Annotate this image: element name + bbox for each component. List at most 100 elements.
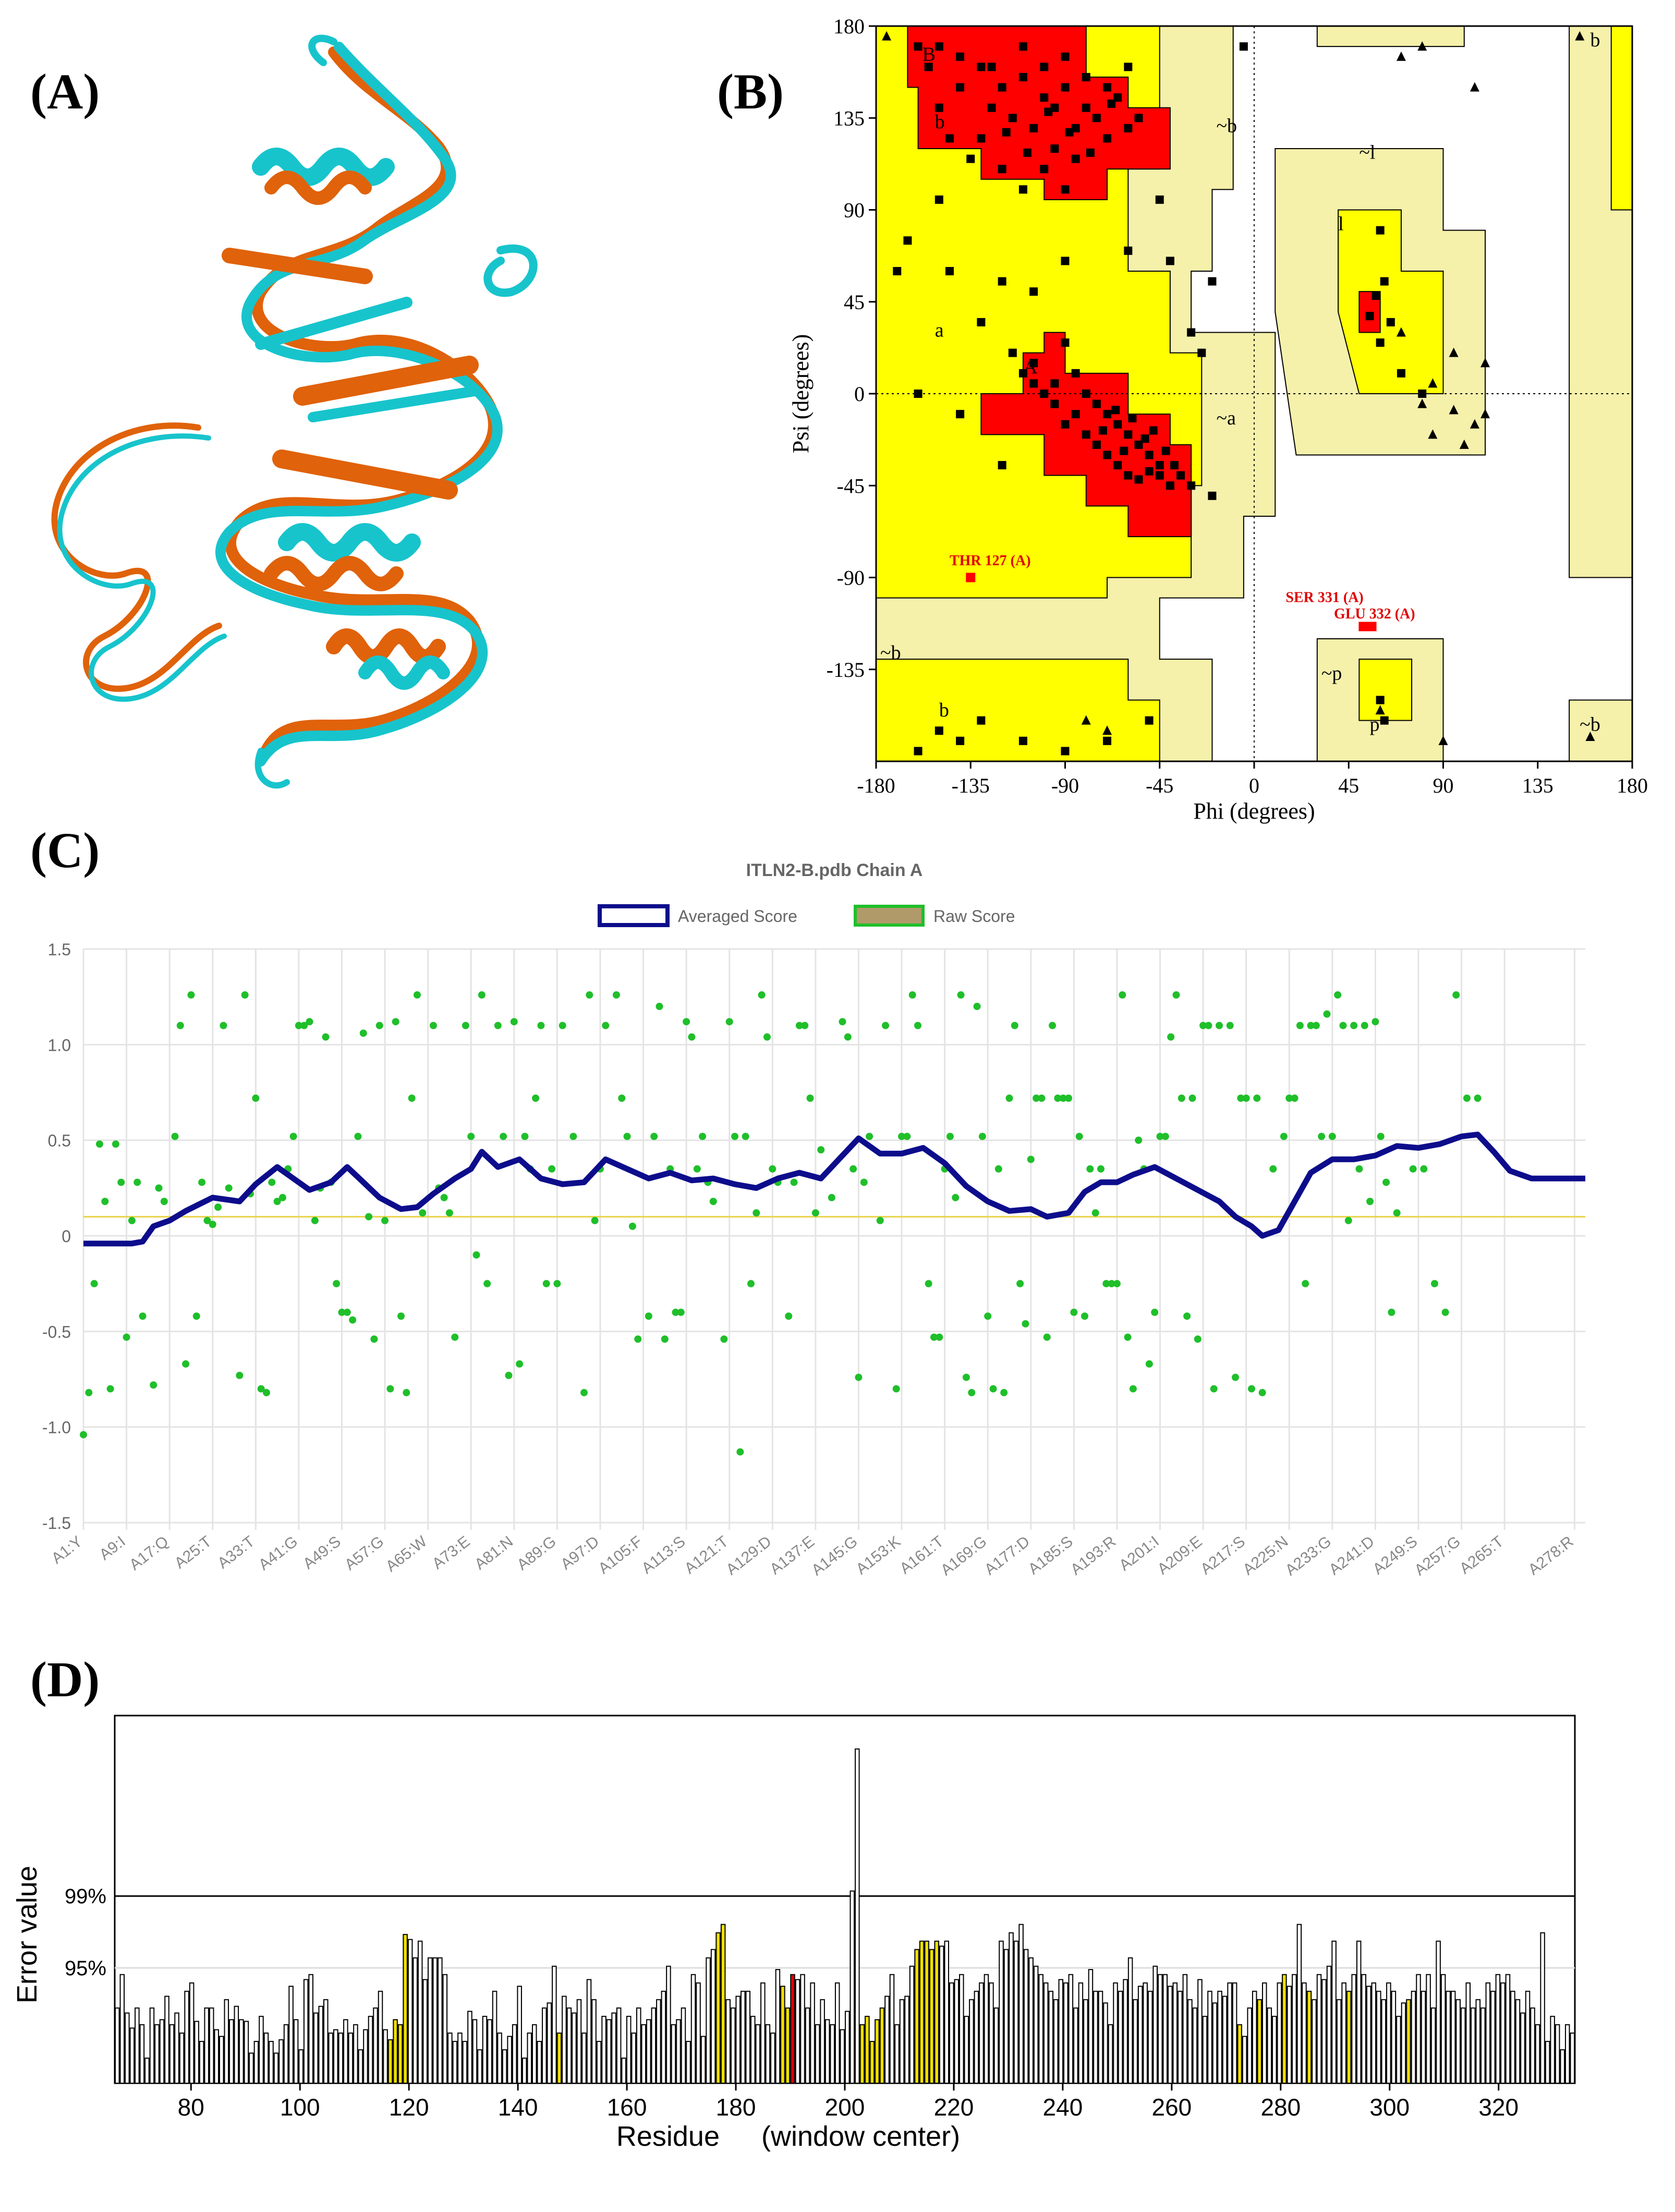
- rama-residue-point: [1040, 93, 1049, 102]
- rama-region-label: B: [923, 44, 936, 66]
- raw-score-point: [521, 1133, 529, 1140]
- score-x-tick-label: A177:D: [981, 1533, 1033, 1579]
- raw-score-point: [343, 1308, 351, 1316]
- raw-score-point: [1065, 1095, 1073, 1102]
- raw-score-point: [656, 1003, 663, 1010]
- raw-score-point: [903, 1133, 911, 1140]
- errat-bar: [1227, 1982, 1232, 2084]
- errat-bar: [934, 1940, 939, 2084]
- raw-score-point: [176, 1022, 184, 1029]
- rama-residue-point: [1061, 52, 1070, 61]
- errat-bar: [363, 2029, 368, 2084]
- raw-score-point: [984, 1312, 992, 1320]
- raw-score-point: [1172, 991, 1180, 999]
- errat-bar: [1331, 1940, 1337, 2084]
- raw-score-point: [381, 1217, 389, 1224]
- raw-score-point: [300, 1022, 308, 1029]
- raw-score-point: [171, 1133, 179, 1140]
- score-x-tick-label: A105:F: [595, 1533, 646, 1578]
- errat-bar: [512, 2024, 517, 2084]
- rama-glycine-point: [1102, 725, 1112, 735]
- raw-score-point: [855, 1374, 863, 1381]
- errat-bar: [1058, 1979, 1064, 2084]
- raw-score-point: [612, 991, 620, 999]
- rama-residue-point: [1086, 148, 1095, 157]
- rama-residue-point: [945, 134, 954, 143]
- raw-score-point: [1054, 1095, 1062, 1102]
- raw-score-point: [1086, 1165, 1094, 1173]
- raw-score-point: [795, 1022, 803, 1029]
- errat-bar: [417, 1940, 423, 2084]
- errat-bar: [745, 1990, 751, 2084]
- raw-score-point: [839, 1018, 846, 1026]
- rama-glycine-point: [1480, 358, 1490, 368]
- errat-bar: [1282, 1974, 1287, 2084]
- raw-score-point: [1027, 1156, 1035, 1163]
- errat-bar: [730, 2007, 736, 2084]
- errat-bar: [1098, 1990, 1103, 2084]
- raw-score-point: [445, 1209, 453, 1217]
- rama-glycine-point: [1585, 732, 1595, 741]
- errat-bar: [1416, 1974, 1421, 2084]
- errat-bar: [720, 1924, 726, 2084]
- errat-bar: [1485, 1982, 1491, 2084]
- cyan-helix-1: [252, 148, 395, 186]
- rama-residue-point: [1008, 114, 1017, 123]
- errat-bar: [442, 1974, 448, 2084]
- rama-region-label: ~l: [1359, 142, 1375, 164]
- errat-bar: [487, 2019, 492, 2084]
- rama-glycine-point: [882, 31, 892, 41]
- errat-bar: [859, 2024, 865, 2084]
- raw-score-point: [365, 1213, 373, 1221]
- raw-score-point: [1382, 1178, 1390, 1186]
- raw-score-point: [1237, 1095, 1245, 1102]
- raw-score-point: [1463, 1095, 1471, 1102]
- rama-residue-point: [1103, 134, 1112, 143]
- rama-residue-point: [1071, 410, 1080, 419]
- raw-score-point: [123, 1333, 130, 1341]
- rama-outlier-label: THR 127 (A): [950, 553, 1031, 569]
- errat-bar: [343, 2019, 348, 2084]
- error-value-chart: 99% 95% 80 100 120 140 160 180 200 220 240 260 280 30…: [11, 1715, 1576, 2152]
- errat-bar: [939, 1946, 944, 2084]
- errat-bar: [621, 2057, 626, 2084]
- rama-residue-point: [1092, 399, 1101, 408]
- score-x-tick-label: A9:I: [96, 1533, 129, 1564]
- rama-region-label: b: [935, 111, 945, 133]
- rama-residue-point: [914, 747, 923, 756]
- errat-bar: [1217, 1990, 1222, 2084]
- rama-y-tick-label: -90: [837, 566, 865, 590]
- rama-residue-point: [934, 103, 943, 112]
- orange-helix-3: [326, 628, 446, 665]
- errat-bar: [1545, 2040, 1550, 2084]
- raw-score-point: [268, 1178, 276, 1186]
- raw-score-point: [1145, 1360, 1153, 1368]
- raw-score-point: [650, 1133, 658, 1140]
- raw-score-point: [618, 1095, 626, 1102]
- rama-residue-point: [1050, 103, 1059, 112]
- errat-x-tick-label: 180: [716, 2094, 756, 2121]
- errat-bar: [1133, 1999, 1138, 2084]
- rama-residue-point: [1061, 257, 1070, 265]
- score-x-tick-label: A57:G: [342, 1533, 387, 1574]
- errat-bar: [790, 1974, 795, 2084]
- errat-bar: [452, 2040, 458, 2084]
- raw-score-point: [1409, 1165, 1417, 1173]
- score-x-tick-label: A217:S: [1197, 1533, 1248, 1578]
- errat-x-tick-label: 120: [389, 2094, 429, 2121]
- raw-score-point: [1119, 991, 1126, 999]
- rama-residue-point: [1099, 426, 1107, 435]
- rama-residue-point: [1371, 291, 1380, 300]
- errat-bar: [174, 2012, 179, 2084]
- errat-bar: [760, 1982, 766, 2084]
- errat-x-tick-label: 160: [607, 2094, 647, 2121]
- rama-residue-point: [903, 236, 912, 245]
- errat-bar: [1013, 1940, 1019, 2084]
- raw-score-point: [95, 1140, 103, 1148]
- errat-bar: [1411, 1990, 1416, 2084]
- raw-score-point: [483, 1280, 491, 1287]
- raw-score-point: [1161, 1133, 1169, 1140]
- rama-residue-point: [1149, 426, 1158, 435]
- score-chart-title: ITLN2-B.pdb Chain A: [746, 860, 923, 880]
- rama-residue-point: [1380, 277, 1389, 286]
